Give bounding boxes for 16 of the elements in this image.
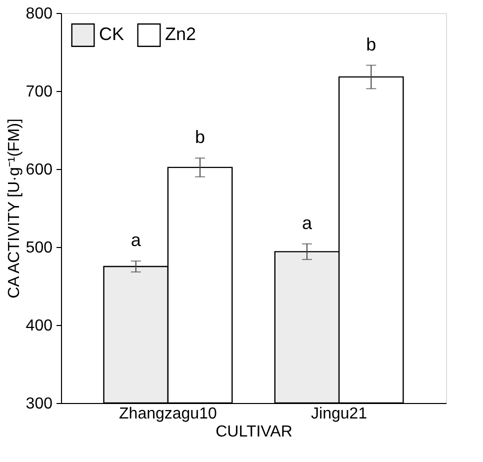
x-tick-label: Jingu21: [311, 406, 368, 422]
data-label: a: [130, 230, 142, 250]
y-tick-label: 500: [26, 240, 53, 256]
y-axis-title: CA ACTIVITY [U·g⁻¹(FM)]: [6, 118, 23, 298]
data-label: b: [366, 34, 376, 54]
y-tick-label: 800: [26, 6, 53, 22]
y-tick-label: 400: [26, 318, 53, 334]
y-tick-label: 300: [26, 396, 53, 412]
data-label: a: [302, 212, 313, 233]
y-tick-label: 600: [26, 162, 53, 178]
legend-label: CK: [99, 24, 124, 44]
x-axis-title: CULTIVAR: [216, 424, 292, 440]
data-label: b: [195, 127, 206, 148]
x-tick-label: Zhangzagu10: [119, 406, 217, 422]
legend-label: Zn2: [165, 24, 196, 44]
y-tick-label: 700: [26, 84, 53, 100]
